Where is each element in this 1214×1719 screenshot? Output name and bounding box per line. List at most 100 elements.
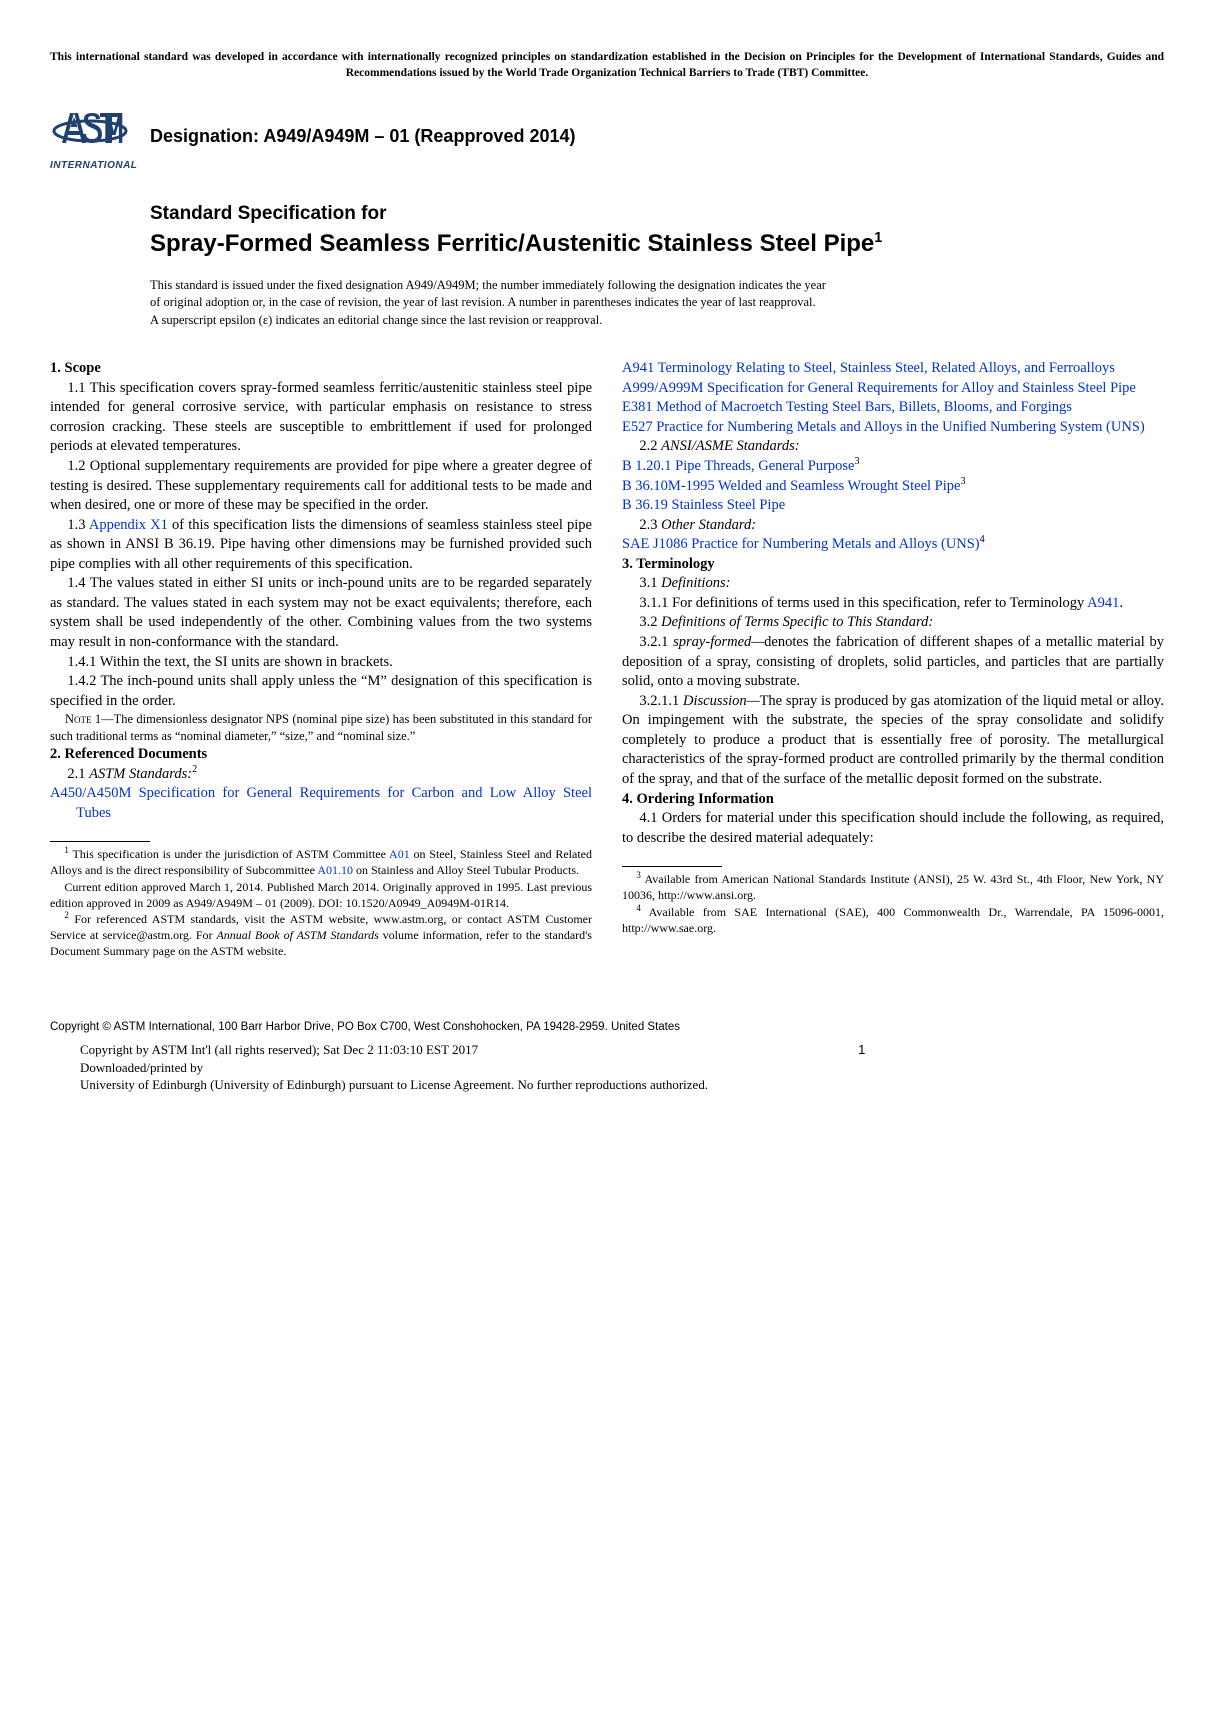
title-text: Spray-Formed Seamless Ferritic/Austeniti… (150, 230, 874, 257)
reference-link[interactable]: SAE J1086 (622, 536, 688, 552)
text-italic: ANSI/ASME Standards: (661, 438, 799, 454)
reference-title[interactable]: Stainless Steel Pipe (668, 497, 785, 513)
reference-entry: B 36.19 Stainless Steel Pipe (622, 496, 1164, 516)
text: 3.2.1.1 (639, 693, 683, 709)
note-label: Note 1— (65, 712, 114, 726)
reference-title[interactable]: Method of Macroetch Testing Steel Bars, … (653, 399, 1072, 415)
paragraph: 3.2 Definitions of Terms Specific to Thi… (622, 613, 1164, 633)
issuance-line: A superscript epsilon (ε) indicates an e… (150, 313, 602, 327)
text-italic: Annual Book of ASTM Standards (216, 928, 378, 942)
text: 1.3 (67, 517, 88, 533)
text-italic: Other Standard: (661, 517, 756, 533)
issuance-line: This standard is issued under the fixed … (150, 278, 826, 292)
paragraph: 1.1 This specification covers spray-form… (50, 379, 592, 457)
copyright-block: Copyright © ASTM International, 100 Barr… (50, 1020, 1164, 1094)
footnote-marker: 3 (855, 456, 860, 467)
reference-link[interactable]: B 36.19 (622, 497, 668, 513)
text: on Stainless and Alloy Steel Tubular Pro… (353, 863, 579, 877)
reference-entry: B 1.20.1 Pipe Threads, General Purpose3 (622, 457, 1164, 477)
link-committee[interactable]: A01 (389, 847, 410, 861)
astm-logo: INTERNATIONAL (50, 101, 130, 171)
paragraph: 3.2.1.1 Discussion—The spray is produced… (622, 692, 1164, 790)
reference-link[interactable]: E381 (622, 399, 653, 415)
footnote-marker: 4 (980, 534, 985, 545)
title-prefix: Standard Specification for (150, 201, 1164, 227)
text: 2.2 (639, 438, 661, 454)
text: 3.2.1 (639, 634, 673, 650)
reference-entry: A999/A999M Specification for General Req… (622, 379, 1164, 399)
footnote-marker: 2 (192, 764, 197, 775)
paragraph: 1.2 Optional supplementary requirements … (50, 457, 592, 516)
paragraph: 3.2.1 spray-formed—denotes the fabricati… (622, 633, 1164, 692)
text: 3.1.1 For definitions of terms used in t… (639, 595, 1087, 611)
logo-row: INTERNATIONAL Designation: A949/A949M – … (50, 101, 1164, 171)
text: 3.2 (639, 614, 661, 630)
text-italic: Definitions of Terms Specific to This St… (661, 614, 933, 630)
reference-entry: E381 Method of Macroetch Testing Steel B… (622, 398, 1164, 418)
document-title: Spray-Formed Seamless Ferritic/Austeniti… (150, 229, 1164, 259)
copyright-line: Copyright © ASTM International, 100 Barr… (50, 1020, 1164, 1036)
reference-title[interactable]: Specification for General Requirements f… (76, 785, 592, 821)
text: Available from American National Standar… (622, 872, 1164, 902)
paragraph: 2.1 ASTM Standards:2 (50, 765, 592, 785)
reference-link[interactable]: A999/A999M (622, 380, 703, 396)
text-italic: Definitions: (661, 575, 730, 591)
reference-entry: A450/A450M Specification for General Req… (50, 784, 592, 823)
footnote: 3 Available from American National Stand… (622, 871, 1164, 903)
term: spray-formed— (673, 634, 764, 650)
paragraph: 2.2 ANSI/ASME Standards: (622, 437, 1164, 457)
logo-text: INTERNATIONAL (50, 159, 130, 173)
footnote: 1 This specification is under the jurisd… (50, 846, 592, 878)
note: Note 1—The dimensionless designator NPS … (50, 711, 592, 745)
download-line: University of Edinburgh (University of E… (80, 1077, 708, 1092)
paragraph: 1.4.1 Within the text, the SI units are … (50, 653, 592, 673)
reference-title[interactable]: Welded and Seamless Wrought Steel Pipe (715, 478, 961, 494)
designation: Designation: A949/A949M – 01 (Reapproved… (150, 124, 576, 148)
reference-link[interactable]: E527 (622, 419, 653, 435)
link-terminology[interactable]: A941 (1087, 595, 1119, 611)
download-info: Copyright by ASTM Int'l (all rights rese… (80, 1041, 1164, 1094)
page-number: 1 (858, 1042, 865, 1057)
reference-entry: E527 Practice for Numbering Metals and A… (622, 418, 1164, 438)
link-appendix[interactable]: Appendix X1 (89, 517, 168, 533)
reference-title[interactable]: Practice for Numbering Metals and Alloys… (653, 419, 1145, 435)
paragraph: 1.4.2 The inch-pound units shall apply u… (50, 672, 592, 711)
reference-entry: B 36.10M-1995 Welded and Seamless Wrough… (622, 477, 1164, 497)
text: Available from SAE International (SAE), … (622, 905, 1164, 935)
text: . (1119, 595, 1123, 611)
reference-entry: SAE J1086 Practice for Numbering Metals … (622, 535, 1164, 555)
link-subcommittee[interactable]: A01.10 (317, 863, 353, 877)
paragraph: 3.1 Definitions: (622, 574, 1164, 594)
title-footnote-marker: 1 (874, 230, 882, 246)
body-columns: 1. Scope 1.1 This specification covers s… (50, 359, 1164, 959)
footnote: 4 Available from SAE International (SAE)… (622, 904, 1164, 936)
reference-title[interactable]: Terminology Relating to Steel, Stainless… (654, 360, 1115, 376)
paragraph: 4.1 Orders for material under this speci… (622, 809, 1164, 848)
paragraph: 1.4 The values stated in either SI units… (50, 574, 592, 652)
header-notice: This international standard was develope… (50, 50, 1164, 81)
section-heading: 3. Terminology (622, 555, 1164, 575)
section-heading: 1. Scope (50, 359, 592, 379)
footnote-rule (50, 841, 150, 842)
reference-title[interactable]: Specification for General Requirements f… (703, 380, 1135, 396)
reference-entry: A941 Terminology Relating to Steel, Stai… (622, 359, 1164, 379)
title-block: Standard Specification for Spray-Formed … (150, 201, 1164, 259)
text: 3.1 (639, 575, 661, 591)
reference-link[interactable]: A941 (622, 360, 654, 376)
reference-link[interactable]: B 36.10M-1995 (622, 478, 715, 494)
footnote: 2 For referenced ASTM standards, visit t… (50, 911, 592, 960)
reference-link[interactable]: B 1.20.1 (622, 458, 672, 474)
footnote-marker: 3 (960, 476, 965, 487)
paragraph: 2.3 Other Standard: (622, 516, 1164, 536)
issuance-note: This standard is issued under the fixed … (150, 277, 1164, 330)
text: 2.3 (639, 517, 661, 533)
issuance-line: of original adoption or, in the case of … (150, 295, 816, 309)
reference-title[interactable]: Pipe Threads, General Purpose (672, 458, 855, 474)
paragraph: 1.3 Appendix X1 of this specification li… (50, 516, 592, 575)
section-heading: 4. Ordering Information (622, 790, 1164, 810)
reference-title[interactable]: Practice for Numbering Metals and Alloys… (688, 536, 980, 552)
footnote-rule (622, 866, 722, 867)
reference-link[interactable]: A450/A450M (50, 785, 131, 801)
download-line: Copyright by ASTM Int'l (all rights rese… (80, 1042, 478, 1057)
section-heading: 2. Referenced Documents (50, 745, 592, 765)
